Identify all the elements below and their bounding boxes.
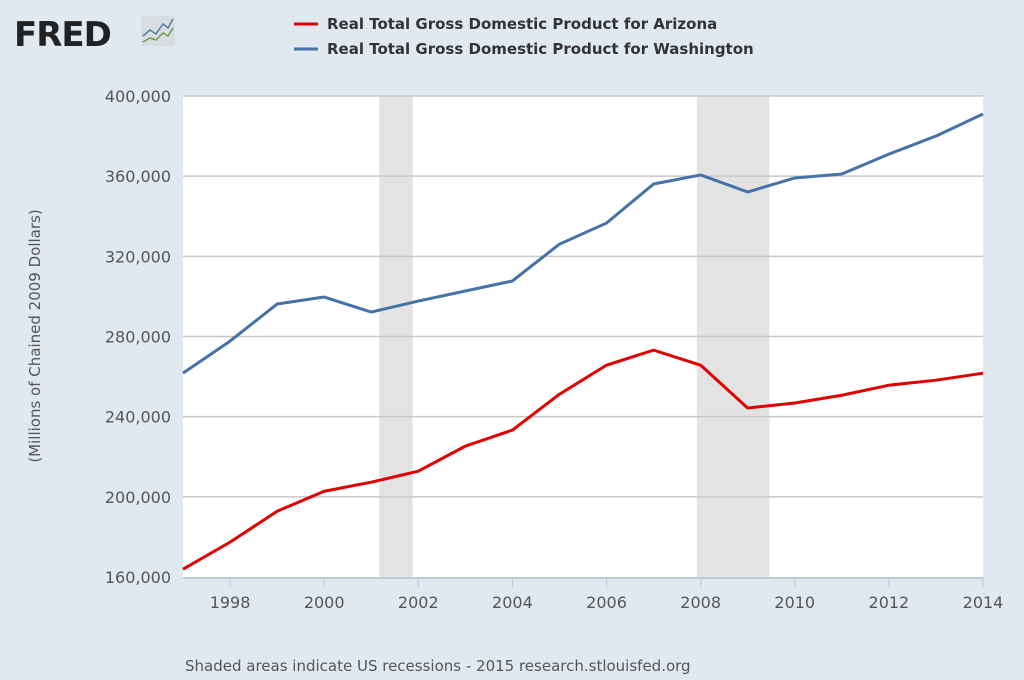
x-tick-label: 2010 — [774, 593, 815, 612]
y-tick-label: 400,000 — [105, 87, 171, 106]
y-tick-label: 200,000 — [105, 488, 171, 507]
x-tick-label: 2008 — [680, 593, 721, 612]
x-tick-label: 1998 — [210, 593, 251, 612]
y-tick-label: 240,000 — [105, 408, 171, 427]
x-tick-label: 2006 — [586, 593, 627, 612]
series-line-arizona — [182, 348, 984, 571]
series-line-washington — [182, 112, 984, 375]
x-tick-label: 2014 — [963, 593, 1004, 612]
legend-label: Real Total Gross Domestic Product for Ar… — [327, 15, 717, 33]
legend: Real Total Gross Domestic Product for Ar… — [294, 15, 754, 58]
y-tick-label: 280,000 — [105, 328, 171, 347]
footer-note: Shaded areas indicate US recessions - 20… — [185, 657, 691, 675]
fred-logo: FRED — [14, 15, 175, 55]
chart-line-icon — [141, 16, 175, 46]
legend-label: Real Total Gross Domestic Product for Wa… — [327, 40, 754, 58]
y-axis-label: (Millions of Chained 2009 Dollars) — [26, 209, 44, 462]
y-tick-label: 320,000 — [105, 247, 171, 266]
y-tick-label: 160,000 — [105, 568, 171, 587]
x-tick-label: 2000 — [304, 593, 345, 612]
y-tick-label: 360,000 — [105, 167, 171, 186]
x-tick-label: 2002 — [398, 593, 439, 612]
x-tick-label: 2012 — [869, 593, 910, 612]
logo-text: FRED — [14, 15, 111, 55]
x-tick-label: 2004 — [492, 593, 533, 612]
